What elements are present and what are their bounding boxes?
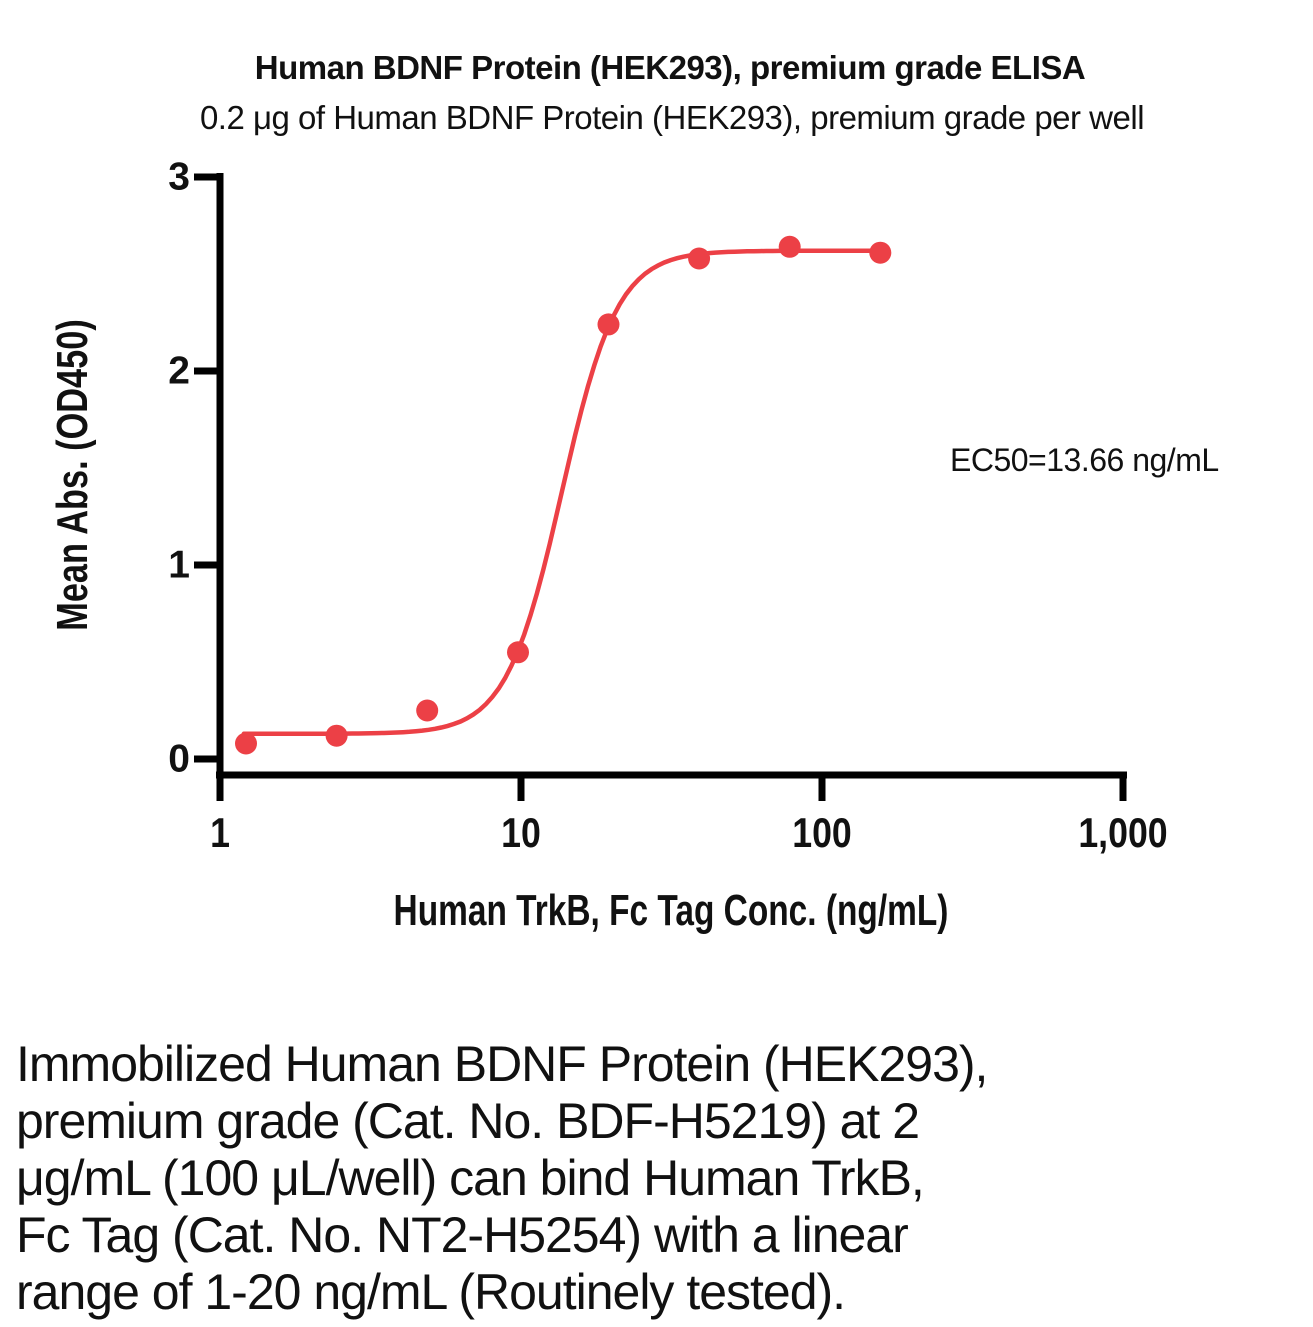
x-tick-label: 10 [501,809,541,856]
y-tick-label: 0 [168,737,190,781]
figure-caption: Immobilized Human BDNF Protein (HEK293),… [16,1036,988,1321]
caption-line: Fc Tag (Cat. No. NT2-H5254) with a linea… [16,1207,909,1263]
caption-line: premium grade (Cat. No. BDF-H5219) at 2 [16,1093,920,1149]
data-point [507,641,529,664]
data-point [325,724,348,747]
y-tick-label: 1 [168,543,190,587]
x-tick-label: 100 [792,809,852,856]
data-point [688,247,711,270]
ec50-annotation: EC50=13.66 ng/mL [950,442,1219,478]
x-tick-label: 1,000 [1078,809,1168,856]
caption-line: Immobilized Human BDNF Protein (HEK293), [16,1036,988,1092]
y-tick-label: 3 [168,155,190,199]
y-axis-title: Mean Abs. (OD450) [48,319,97,631]
caption-line: range of 1-20 ng/mL (Routinely tested). [16,1264,846,1320]
data-point [869,241,892,264]
chart-title: Human BDNF Protein (HEK293), premium gra… [254,49,1086,86]
chart-subtitle: 0.2 μg of Human BDNF Protein (HEK293), p… [199,99,1145,136]
y-tick-label: 2 [168,349,190,393]
data-point [778,235,801,258]
fit-curve [241,248,884,737]
elisa-plot-canvas [194,173,1127,801]
x-tick-label: 1 [210,809,230,856]
data-point [416,699,439,722]
x-axis-title: Human TrkB, Fc Tag Conc. (ng/mL) [393,886,949,935]
data-point [597,313,620,336]
caption-line: μg/mL (100 μL/well) can bind Human TrkB, [16,1150,925,1206]
data-point [235,732,257,755]
